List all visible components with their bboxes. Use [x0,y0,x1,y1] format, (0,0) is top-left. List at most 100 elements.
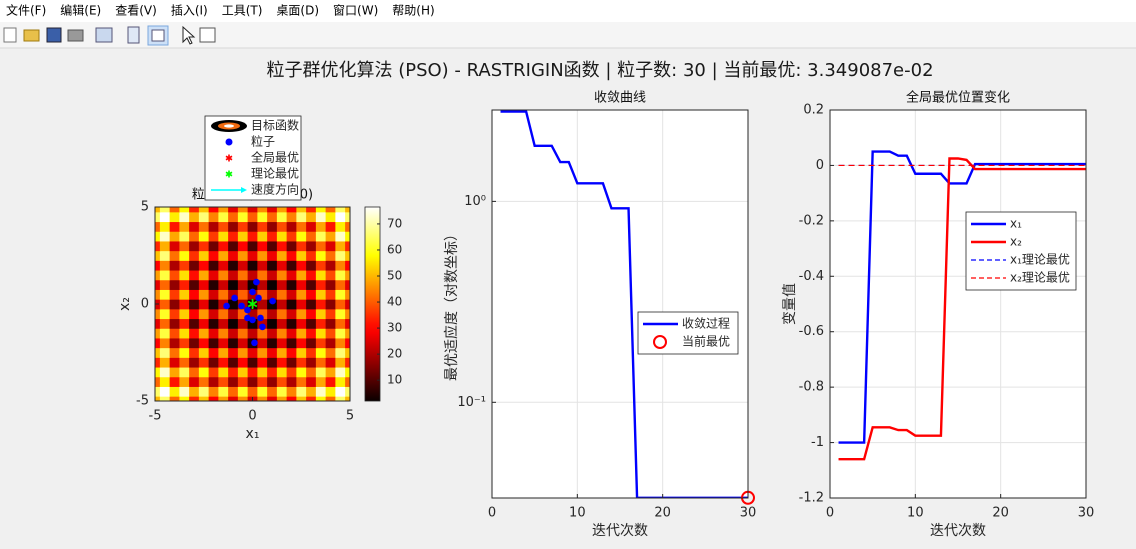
heatmap-cell [169,308,180,320]
legend-label: 收敛过程 [682,316,730,331]
icon-pointer[interactable] [182,25,196,45]
y-tick-label: -0.8 [799,380,824,395]
legend-label: 当前最优 [682,334,730,349]
icon-open[interactable] [23,29,40,42]
icon-figure[interactable] [95,27,113,43]
particle [244,306,251,314]
heatmap-cell [306,211,317,223]
heatmap-cell [345,328,350,339]
heatmap-cell [335,318,346,329]
heatmap-cell [325,270,336,281]
heatmap-cell [155,367,161,378]
heatmap-cell [257,357,268,368]
heatmap-cell [335,231,346,242]
heatmap-cell [325,318,336,329]
heatmap-cell [325,347,336,358]
heatmap-cell [325,240,336,252]
heatmap-cell [306,328,317,339]
heatmap-cell [237,328,249,339]
heatmap-cell [159,357,171,368]
heatmap-cell [315,207,327,213]
heatmap-cell [257,250,268,261]
heatmap-cell [267,279,278,290]
heatmap-cell [169,396,180,401]
legend-label: 目标函数 [251,118,299,133]
heatmap-cell [218,211,229,223]
heatmap-cell [198,396,210,401]
heatmap-cell [169,347,180,358]
legend-label: x₂理论最优 [1010,271,1070,285]
legend-label: x₁理论最优 [1010,253,1070,267]
menu-item[interactable]: 编辑(E) [60,3,101,18]
menu-item[interactable]: 插入(I) [171,4,208,18]
heatmap-cell [257,231,268,242]
icon-save[interactable] [46,27,62,43]
icon-print[interactable] [67,29,84,42]
heatmap-cell [345,347,350,358]
icon-property[interactable] [199,27,216,43]
particle [255,294,262,302]
heatmap-cell [155,318,161,329]
heatmap-cell [306,270,317,281]
heatmap-cell [257,240,268,252]
heatmap-cell [306,231,317,242]
heatmap-cell [237,396,249,401]
heatmap-cell [155,347,161,358]
menu-item[interactable]: 查看(V) [115,4,157,18]
colorbar-label: 20 [387,347,402,361]
heatmap-cell [315,299,327,310]
heatmap-cell [296,299,307,310]
heatmap-cell [237,270,249,281]
heatmap-cell [159,328,171,339]
heatmap-cell [247,376,258,387]
heatmap-cell [267,211,278,223]
heatmap-cell [315,289,327,300]
heatmap-cell [267,318,278,329]
heatmap-cell [257,211,268,223]
heatmap-cell [159,260,171,271]
heatmap-cell [267,328,278,339]
y-tick-label: 10⁰ [464,194,486,209]
heatmap-cell [315,240,327,252]
heatmap-cell [267,260,278,271]
menu-item[interactable]: 窗口(W) [333,4,378,18]
heatmap-cell [208,386,219,397]
particle [257,314,264,322]
heatmap-cell [189,347,200,358]
x-tick-label: 0 [488,506,496,521]
heatmap-cell [325,337,336,349]
series-line [838,150,1086,444]
heatmap-cell [189,328,200,339]
heatmap-cell [306,279,317,290]
heatmap-cell [257,396,268,401]
heatmap-cell [335,260,346,271]
heatmap-cell [325,279,336,290]
heatmap-cell [189,289,200,300]
heatmap-cell [345,270,350,281]
heatmap-cell [159,376,171,387]
heatmap-cell [257,279,268,290]
menu-item[interactable]: 桌面(D) [276,4,319,18]
heatmap-cell [169,289,180,300]
particle [244,314,251,322]
icon-new[interactable] [3,27,17,43]
heatmap-cell [237,260,249,271]
heatmap-cell [306,318,317,329]
heatmap-cell [315,337,327,349]
heatmap-cell [189,279,200,290]
heatmap-cell [218,221,229,232]
menu-item[interactable]: 帮助(H) [392,4,434,18]
colorbar-label: 40 [387,295,402,309]
heatmap-cell [189,308,200,320]
menu-item[interactable]: 文件(F) [6,3,46,18]
heatmap-cell [159,347,171,358]
legend-icon [653,335,667,349]
heatmap-cell [247,250,258,261]
heatmap-cell [198,231,210,242]
menu-item[interactable]: 工具(T) [222,4,263,18]
heatmap-cell [189,396,200,401]
icon-colorbar[interactable] [127,26,140,44]
heatmap-cell [208,308,219,320]
heatmap-cell [159,250,171,261]
x-tick-label: 30 [740,506,757,521]
